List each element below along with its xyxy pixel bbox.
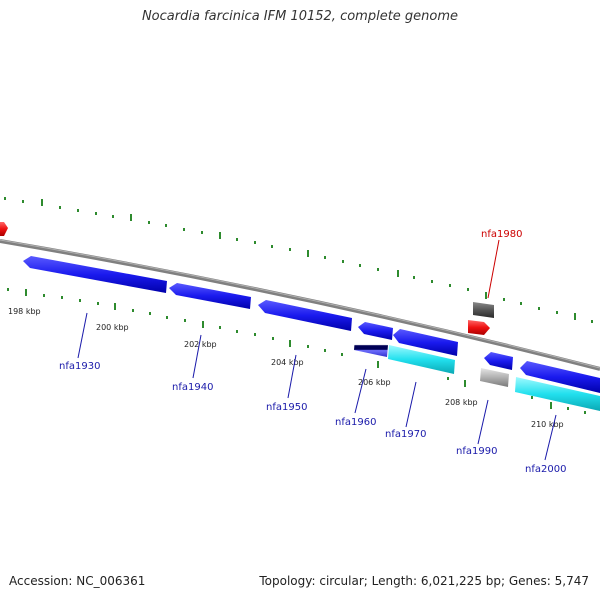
gene-arrow-nfa2000-blue[interactable] bbox=[520, 361, 600, 393]
gene-label-nfa1990[interactable]: nfa1990 bbox=[456, 446, 497, 457]
gene-labels: nfa1930 nfa1940 nfa1950 nfa1960 nfa1970 … bbox=[59, 229, 566, 475]
gene-arrow-nfa1970-cyan[interactable] bbox=[388, 345, 455, 374]
gene-label-nfa2000[interactable]: nfa2000 bbox=[525, 464, 566, 475]
scale-labels: 198 kbp 200 kbp 202 kbp 204 kbp 206 kbp … bbox=[8, 307, 564, 429]
gene-label-nfa1980[interactable]: nfa1980 bbox=[481, 229, 522, 240]
genome-title: Nocardia farcinica IFM 10152, complete g… bbox=[141, 9, 459, 24]
gene-label-nfa1960[interactable]: nfa1960 bbox=[335, 417, 376, 428]
gene-arrow-nfa1990-blue[interactable] bbox=[484, 352, 513, 370]
gene-leader-lines bbox=[77, 239, 557, 461]
genome-backbone bbox=[0, 239, 600, 371]
gene-arrow-left-edge[interactable] bbox=[0, 222, 8, 236]
gene-label-nfa1970[interactable]: nfa1970 bbox=[385, 429, 426, 440]
gene-arrow-nfa1950[interactable] bbox=[258, 300, 352, 331]
scale-label-204: 204 kbp bbox=[271, 358, 304, 367]
scale-label-210: 210 kbp bbox=[531, 420, 564, 429]
gene-arrow-nfa1980-red[interactable] bbox=[468, 320, 490, 335]
genome-summary: Topology: circular; Length: 6,021,225 bp… bbox=[259, 574, 589, 588]
gene-arrow-nfa1960-lower[interactable] bbox=[354, 338, 388, 357]
scale-label-202: 202 kbp bbox=[184, 340, 217, 349]
gene-arrow-nfa1980-gray[interactable] bbox=[473, 302, 494, 318]
gene-arrow-nfa1940[interactable] bbox=[169, 283, 251, 309]
gene-label-nfa1930[interactable]: nfa1930 bbox=[59, 361, 100, 372]
genome-backbone-highlight bbox=[0, 239, 600, 369]
gene-arrows bbox=[0, 222, 600, 411]
scale-label-208: 208 kbp bbox=[445, 398, 478, 407]
scale-label-206: 206 kbp bbox=[358, 378, 391, 387]
gene-arrow-nfa1930[interactable] bbox=[23, 256, 167, 293]
scale-label-198: 198 kbp bbox=[8, 307, 41, 316]
accession-label: Accession: NC_006361 bbox=[9, 574, 146, 588]
outer-tick-row bbox=[4, 197, 593, 323]
scale-label-200: 200 kbp bbox=[96, 323, 129, 332]
gene-arrow-nfa1960-upper[interactable] bbox=[358, 322, 393, 340]
gene-arrow-nfa2000-cyan[interactable] bbox=[515, 377, 600, 411]
gene-label-nfa1950[interactable]: nfa1950 bbox=[266, 402, 307, 413]
gene-arrow-nfa1990-gray[interactable] bbox=[480, 368, 509, 387]
inner-tick-row bbox=[7, 288, 586, 414]
gene-arrow-nfa1970-blue[interactable] bbox=[393, 329, 458, 356]
gene-label-nfa1940[interactable]: nfa1940 bbox=[172, 382, 213, 393]
